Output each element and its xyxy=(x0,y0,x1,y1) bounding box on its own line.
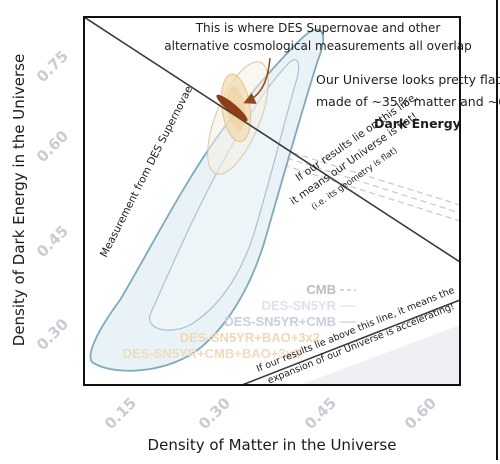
annotation-flat-line-2: made of ~35% matter and ~65% xyxy=(316,94,500,109)
x-tick: 0.45 xyxy=(301,394,340,433)
annotation-flat: Our Universe looks pretty flat and made … xyxy=(316,72,500,131)
annotation-overlap-line-2: alternative cosmological measurements al… xyxy=(164,39,471,53)
y-tick: 0.30 xyxy=(33,315,72,354)
legend-des-sn5yr: DES-SN5YR xyxy=(262,298,337,313)
y-tick: 0.60 xyxy=(33,127,72,166)
legend-cmb: CMB xyxy=(306,282,336,297)
annotation-overlap-line-1: This is where DES Supernovae and other xyxy=(195,21,441,35)
annotation-flat-line-1: Our Universe looks pretty flat and xyxy=(316,72,500,87)
best-fit-marker xyxy=(216,94,248,122)
x-tick-labels: 0.15 0.30 0.45 0.60 xyxy=(101,394,440,433)
y-tick: 0.45 xyxy=(33,222,72,261)
legend-des-sn5yr-cmb-bao: DES-SN5YR+CMB+BAO+3x2 xyxy=(123,346,300,361)
annotation-overlap: This is where DES Supernovae and other a… xyxy=(164,21,472,104)
x-tick: 0.60 xyxy=(401,394,440,433)
plot-frame xyxy=(83,16,461,386)
decelerating-region xyxy=(300,325,460,385)
x-tick: 0.15 xyxy=(101,394,140,433)
annotation-flat-line-3: Dark Energy xyxy=(374,116,461,131)
y-tick-labels: 0.30 0.45 0.60 0.75 xyxy=(33,47,72,354)
y-tick: 0.75 xyxy=(33,47,72,86)
flat-universe-line xyxy=(84,17,460,263)
legend-des-sn5yr-bao: DES-SN5YR+BAO+3x2 xyxy=(180,330,320,345)
annotation-arrow xyxy=(243,57,271,104)
x-axis-title: Density of Matter in the Universe xyxy=(148,436,397,454)
y-axis-title: Density of Dark Energy in the Universe xyxy=(10,54,28,346)
x-tick: 0.30 xyxy=(195,394,234,433)
legend: CMB DES-SN5YR DES-SN5YR+CMB DES-SN5YR+BA… xyxy=(123,282,356,361)
legend-des-sn5yr-cmb: DES-SN5YR+CMB xyxy=(224,314,336,329)
acceleration-line xyxy=(241,299,460,385)
